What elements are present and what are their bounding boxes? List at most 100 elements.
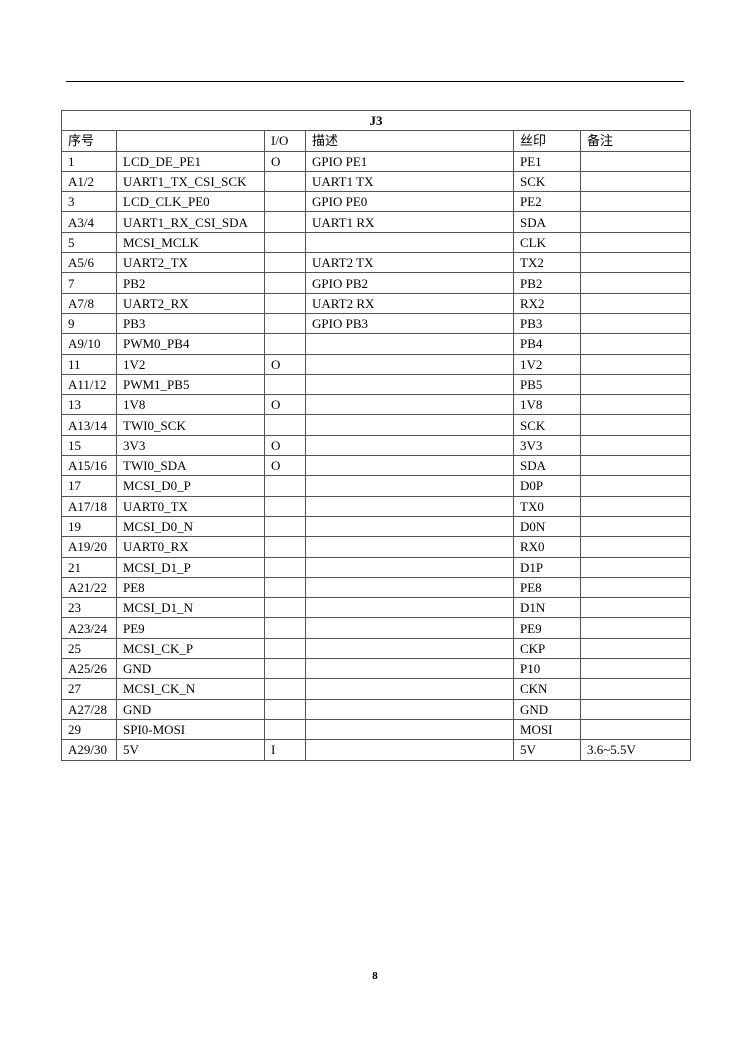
cell-signal-name: MCSI_D0_P bbox=[116, 475, 265, 497]
table-row: A29/30 5V I 5V 3.6~5.5V bbox=[61, 739, 692, 761]
cell-description bbox=[305, 414, 514, 436]
cell-pin-number: A3/4 bbox=[61, 211, 117, 233]
cell-description: UART2 TX bbox=[305, 252, 514, 274]
cell-silkscreen: PB4 bbox=[513, 333, 581, 355]
table-row: 23 MCSI_D1_N D1N bbox=[61, 597, 692, 619]
cell-io bbox=[264, 698, 306, 720]
cell-signal-name: UART2_RX bbox=[116, 292, 265, 314]
cell-silkscreen: TX0 bbox=[513, 495, 581, 517]
header-description: 描述 bbox=[305, 130, 514, 152]
cell-description: GPIO PE1 bbox=[305, 150, 514, 172]
cell-io bbox=[264, 617, 306, 639]
cell-description bbox=[305, 617, 514, 639]
cell-description: GPIO PB2 bbox=[305, 272, 514, 294]
cell-io: O bbox=[264, 434, 306, 457]
cell-description bbox=[305, 475, 514, 497]
cell-silkscreen: PE1 bbox=[513, 150, 581, 172]
cell-note bbox=[579, 191, 692, 213]
cell-signal-name: PWM0_PB4 bbox=[116, 333, 265, 355]
cell-pin-number: A15/16 bbox=[61, 455, 117, 477]
cell-io bbox=[264, 475, 306, 497]
cell-note bbox=[579, 414, 692, 436]
cell-signal-name: 3V3 bbox=[116, 434, 265, 457]
table-row: A25/26 GND P10 bbox=[61, 658, 692, 680]
table-title-row: J3 bbox=[60, 109, 692, 132]
table-row: A13/14 TWI0_SCK SCK bbox=[61, 414, 692, 436]
cell-pin-number: A29/30 bbox=[61, 739, 117, 761]
cell-note bbox=[579, 170, 692, 193]
cell-description bbox=[305, 658, 514, 680]
cell-signal-name: PWM1_PB5 bbox=[116, 373, 265, 396]
cell-silkscreen: SDA bbox=[513, 455, 581, 477]
cell-pin-number: 3 bbox=[61, 191, 117, 213]
cell-io: O bbox=[264, 353, 306, 375]
cell-io bbox=[264, 170, 306, 193]
cell-silkscreen: SCK bbox=[513, 170, 581, 193]
cell-pin-number: 7 bbox=[61, 272, 117, 294]
cell-note bbox=[579, 515, 692, 538]
cell-signal-name: UART0_TX bbox=[116, 495, 265, 517]
cell-silkscreen: D1N bbox=[513, 597, 581, 619]
cell-description bbox=[305, 536, 514, 558]
cell-description: GPIO PB3 bbox=[305, 312, 514, 335]
cell-signal-name: MCSI_D1_P bbox=[116, 556, 265, 578]
cell-pin-number: 15 bbox=[61, 434, 117, 457]
cell-silkscreen: 1V2 bbox=[513, 353, 581, 375]
cell-silkscreen: MOSI bbox=[513, 718, 581, 741]
cell-silkscreen: PB2 bbox=[513, 272, 581, 294]
cell-description bbox=[305, 455, 514, 477]
cell-signal-name: MCSI_MCLK bbox=[116, 231, 265, 254]
cell-note bbox=[579, 211, 692, 233]
cell-description bbox=[305, 698, 514, 720]
cell-silkscreen: CKN bbox=[513, 678, 581, 700]
cell-signal-name: 1V8 bbox=[116, 394, 265, 416]
cell-note bbox=[579, 658, 692, 680]
table-row: 13 1V8 O 1V8 bbox=[61, 394, 692, 416]
cell-note bbox=[579, 312, 692, 335]
cell-signal-name: TWI0_SCK bbox=[116, 414, 265, 436]
cell-silkscreen: PB5 bbox=[513, 373, 581, 396]
table-row: A1/2 UART1_TX_CSI_SCK UART1 TX SCK bbox=[61, 170, 692, 193]
cell-io bbox=[264, 515, 306, 538]
cell-note bbox=[579, 252, 692, 274]
cell-io bbox=[264, 678, 306, 700]
cell-silkscreen: RX0 bbox=[513, 536, 581, 558]
table-row: 21 MCSI_D1_P D1P bbox=[61, 556, 692, 578]
table-row: A11/12 PWM1_PB5 PB5 bbox=[61, 373, 692, 396]
cell-signal-name: UART1_TX_CSI_SCK bbox=[116, 170, 265, 193]
cell-silkscreen: SCK bbox=[513, 414, 581, 436]
cell-signal-name: GND bbox=[116, 698, 265, 720]
header-rule bbox=[66, 81, 684, 82]
cell-signal-name: 5V bbox=[116, 739, 265, 761]
cell-pin-number: 23 bbox=[61, 597, 117, 619]
cell-io bbox=[264, 536, 306, 558]
cell-silkscreen: P10 bbox=[513, 658, 581, 680]
header-silkscreen: 丝印 bbox=[513, 130, 581, 152]
cell-description bbox=[305, 556, 514, 578]
cell-pin-number: A17/18 bbox=[61, 495, 117, 517]
cell-note bbox=[579, 617, 692, 639]
cell-signal-name: MCSI_CK_N bbox=[116, 678, 265, 700]
table-row: A21/22 PE8 PE8 bbox=[61, 576, 692, 599]
cell-description bbox=[305, 718, 514, 741]
table-row: 17 MCSI_D0_P D0P bbox=[61, 475, 692, 497]
cell-silkscreen: D0P bbox=[513, 475, 581, 497]
cell-pin-number: 13 bbox=[61, 394, 117, 416]
cell-note bbox=[579, 475, 692, 497]
cell-silkscreen: CKP bbox=[513, 637, 581, 660]
cell-note bbox=[579, 394, 692, 416]
cell-pin-number: A5/6 bbox=[61, 252, 117, 274]
cell-note bbox=[579, 434, 692, 457]
cell-pin-number: A27/28 bbox=[61, 698, 117, 720]
cell-description: GPIO PE0 bbox=[305, 191, 514, 213]
table-row: 1 LCD_DE_PE1 O GPIO PE1 PE1 bbox=[61, 150, 692, 172]
cell-signal-name: GND bbox=[116, 658, 265, 680]
cell-pin-number: 19 bbox=[61, 515, 117, 538]
cell-signal-name: UART2_TX bbox=[116, 252, 265, 274]
cell-silkscreen: 3V3 bbox=[513, 434, 581, 457]
cell-signal-name: SPI0-MOSI bbox=[116, 718, 265, 741]
cell-description bbox=[305, 576, 514, 599]
cell-io bbox=[264, 211, 306, 233]
cell-signal-name: PE8 bbox=[116, 576, 265, 599]
cell-io bbox=[264, 252, 306, 274]
